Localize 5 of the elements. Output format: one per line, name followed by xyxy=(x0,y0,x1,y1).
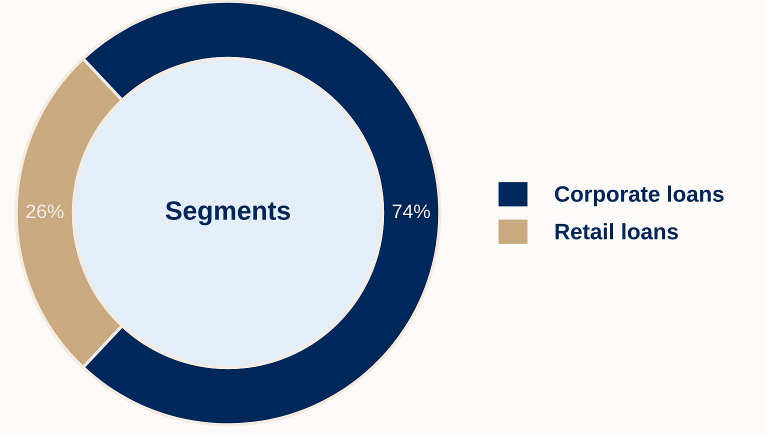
legend-label: Retail loans xyxy=(556,223,678,240)
data-label: 74% xyxy=(392,204,430,218)
data-label: 26% xyxy=(26,204,64,218)
legend-label: Corporate loans xyxy=(555,186,724,206)
text: Segments xyxy=(166,201,290,226)
